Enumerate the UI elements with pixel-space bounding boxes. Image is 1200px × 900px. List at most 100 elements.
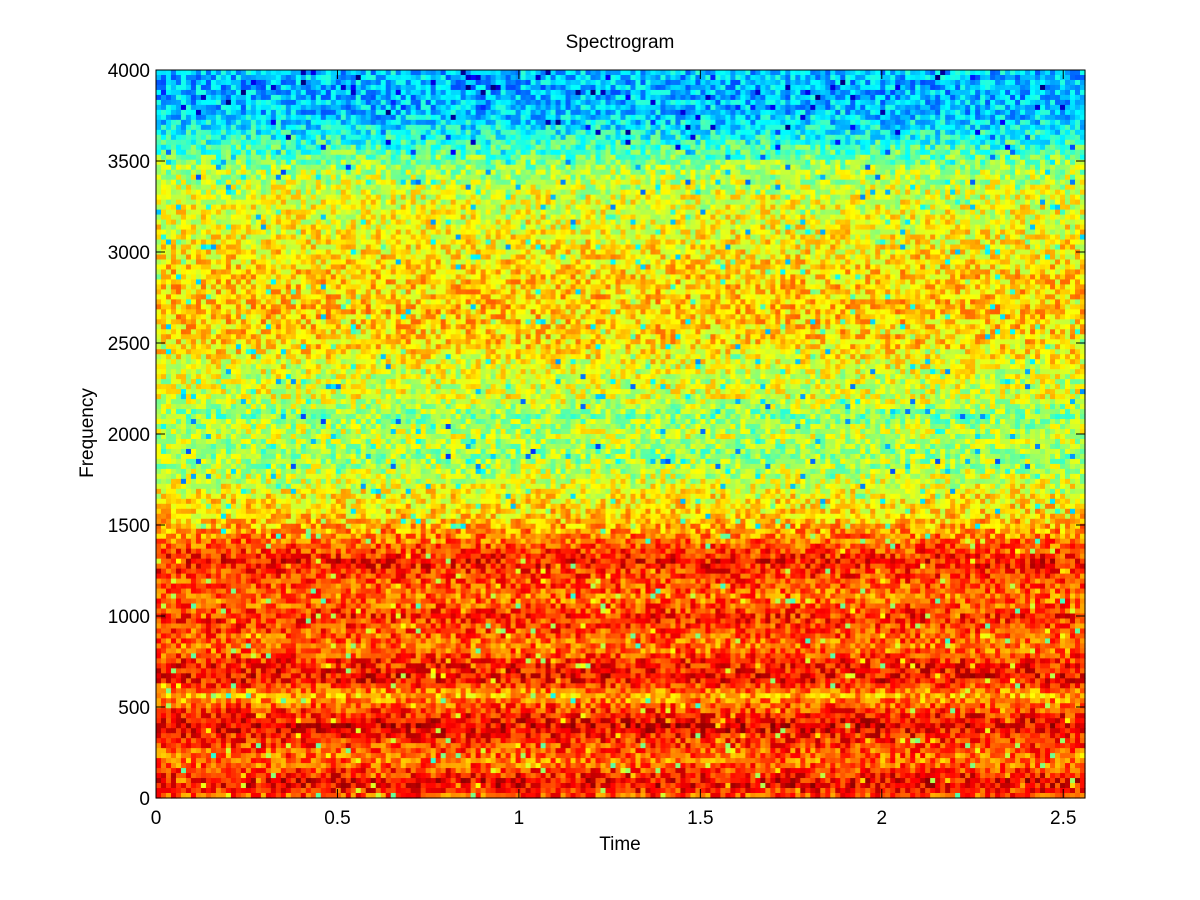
heatmap-cell: [900, 70, 906, 76]
heatmap-cell: [730, 70, 736, 76]
heatmap-cell: [660, 95, 666, 101]
heatmap-cell: [735, 80, 741, 86]
heatmap-cell: [815, 90, 821, 96]
heatmap-cell: [820, 95, 826, 101]
heatmap-cell: [680, 95, 686, 101]
heatmap-cell: [226, 85, 232, 91]
heatmap-cell: [476, 85, 482, 91]
heatmap-cell: [171, 70, 177, 76]
heatmap-cell: [850, 100, 856, 106]
heatmap-cell: [306, 80, 312, 86]
heatmap-cell: [231, 120, 237, 126]
heatmap-cell: [820, 90, 826, 96]
heatmap-cell: [536, 85, 542, 91]
heatmap-cell: [206, 85, 212, 91]
heatmap-cell: [795, 110, 801, 116]
heatmap-cell: [456, 90, 462, 96]
heatmap-cell: [561, 75, 567, 81]
heatmap-cell: [1010, 70, 1016, 76]
heatmap-cell: [321, 110, 327, 116]
heatmap-cell: [341, 95, 347, 101]
heatmap-cell: [216, 115, 222, 121]
heatmap-cell: [900, 115, 906, 121]
heatmap-cell: [975, 75, 981, 81]
heatmap-cell: [1050, 85, 1056, 91]
heatmap-cell: [905, 85, 911, 91]
heatmap-cell: [531, 75, 537, 81]
heatmap-cell: [436, 85, 442, 91]
heatmap-cell: [581, 80, 587, 86]
heatmap-cell: [940, 100, 946, 106]
heatmap-cell: [1020, 110, 1026, 116]
heatmap-cell: [216, 105, 222, 111]
heatmap-cell: [621, 110, 627, 116]
heatmap-cell: [1065, 70, 1071, 76]
heatmap-cell: [695, 90, 701, 96]
heatmap-cell: [930, 95, 936, 101]
heatmap-cell: [970, 85, 976, 91]
heatmap-cell: [1005, 105, 1011, 111]
heatmap-cell: [286, 120, 292, 126]
heatmap-cell: [216, 110, 222, 116]
heatmap-cell: [571, 80, 577, 86]
heatmap-cell: [281, 95, 287, 101]
heatmap-cell: [176, 75, 182, 81]
heatmap-cell: [1010, 90, 1016, 96]
heatmap-cell: [331, 75, 337, 81]
heatmap-cell: [735, 75, 741, 81]
heatmap-cell: [261, 75, 267, 81]
heatmap-cell: [880, 100, 886, 106]
heatmap-cell: [616, 70, 622, 76]
heatmap-cell: [755, 80, 761, 86]
heatmap-cell: [1015, 115, 1021, 121]
heatmap-cell: [905, 80, 911, 86]
heatmap-cell: [446, 70, 452, 76]
heatmap-cell: [531, 110, 537, 116]
heatmap-cell: [690, 85, 696, 91]
heatmap-cell: [985, 80, 991, 86]
heatmap-cell: [925, 100, 931, 106]
heatmap-cell: [231, 115, 237, 121]
heatmap-cell: [591, 95, 597, 101]
heatmap-cell: [486, 120, 492, 126]
heatmap-cell: [970, 115, 976, 121]
heatmap-cell: [805, 85, 811, 91]
heatmap-cell: [356, 75, 362, 81]
heatmap-cell: [950, 105, 956, 111]
heatmap-cell: [401, 80, 407, 86]
heatmap-cell: [695, 105, 701, 111]
heatmap-cell: [675, 80, 681, 86]
heatmap-cell: [486, 95, 492, 101]
heatmap-cell: [795, 85, 801, 91]
heatmap-cell: [865, 90, 871, 96]
heatmap-cell: [660, 85, 666, 91]
heatmap-cell: [171, 85, 177, 91]
heatmap-cell: [830, 80, 836, 86]
heatmap-cell: [466, 95, 472, 101]
heatmap-cell: [650, 115, 656, 121]
heatmap-cell: [835, 90, 841, 96]
heatmap-cell: [890, 110, 896, 116]
heatmap-cell: [775, 85, 781, 91]
heatmap-cell: [735, 70, 741, 76]
heatmap-cell: [795, 80, 801, 86]
heatmap-cell: [561, 110, 567, 116]
heatmap-cell: [755, 95, 761, 101]
heatmap-cell: [326, 70, 332, 76]
heatmap-cell: [935, 95, 941, 101]
heatmap-cell: [1055, 90, 1061, 96]
heatmap-cell: [346, 100, 352, 106]
heatmap-cell: [935, 80, 941, 86]
heatmap-cell: [965, 105, 971, 111]
heatmap-cell: [186, 85, 192, 91]
heatmap-cell: [516, 80, 522, 86]
heatmap-cell: [935, 90, 941, 96]
heatmap-cell: [181, 85, 187, 91]
heatmap-cell: [870, 95, 876, 101]
heatmap-cell: [770, 110, 776, 116]
heatmap-cell: [586, 70, 592, 76]
heatmap-cell: [326, 75, 332, 81]
heatmap-cell: [915, 115, 921, 121]
heatmap-cell: [785, 105, 791, 111]
heatmap-cell: [361, 120, 367, 126]
